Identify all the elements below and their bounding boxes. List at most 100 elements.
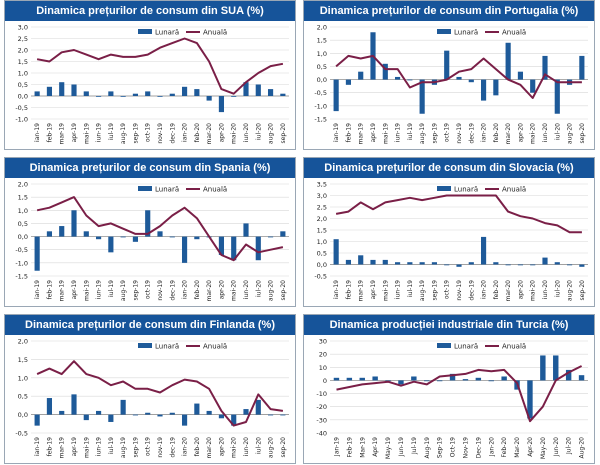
- x-tick-label: aug-19: [419, 280, 426, 301]
- legend-annual-label: Anuală: [502, 343, 526, 351]
- y-tick-label: 0: [323, 377, 327, 385]
- bar: [169, 412, 175, 415]
- x-tick-label: Jun-19: [398, 437, 405, 457]
- bar: [449, 373, 456, 381]
- bar: [132, 93, 139, 96]
- y-tick-label: -0,5: [314, 273, 327, 281]
- x-tick-label: oct-19: [145, 280, 152, 299]
- legend-monthly-swatch: [437, 186, 451, 191]
- bar: [194, 89, 200, 96]
- bar: [517, 71, 524, 80]
- bar: [145, 91, 151, 96]
- x-tick-label: feb-19: [46, 280, 53, 300]
- bar: [493, 79, 499, 96]
- bar: [456, 264, 462, 267]
- bar: [181, 86, 188, 96]
- bar: [206, 410, 212, 415]
- y-tick-label: 1,0: [317, 238, 327, 246]
- y-tick-label: 3,5: [317, 181, 327, 189]
- bar: [480, 79, 487, 101]
- x-tick-label: sep-20: [579, 280, 586, 301]
- x-tick-label: ian-20: [182, 437, 189, 456]
- bar: [394, 262, 401, 265]
- y-tick-label: 0,5: [317, 63, 327, 71]
- y-tick-label: 2,0: [18, 47, 28, 55]
- bar: [34, 414, 40, 426]
- bar: [255, 399, 261, 415]
- series-line: [36, 360, 284, 427]
- bar: [243, 82, 249, 96]
- x-tick-label: Feb-19: [346, 437, 353, 458]
- y-tick-label: 1,5: [18, 58, 28, 66]
- y-tick-label: 0,0: [317, 76, 327, 84]
- bar: [554, 79, 560, 114]
- bar: [145, 412, 151, 415]
- x-tick-label: Jul-19: [411, 437, 418, 455]
- bar: [419, 262, 425, 265]
- x-tick-label: iul-20: [255, 123, 262, 140]
- x-tick-label: mai-19: [83, 437, 90, 458]
- bar: [462, 379, 469, 381]
- chart-usa: -1,0 -0,5 0,0 0,5 1,0 1,5 2,0 2,5 3,0 ian-19 feb-1…: [15, 24, 289, 145]
- x-tick-label: iun-19: [96, 280, 103, 299]
- x-tick-label: sep-19: [431, 123, 438, 144]
- bar: [333, 239, 339, 265]
- x-tick-label: apr-20: [517, 123, 524, 143]
- legend-annual-label: Anuală: [203, 29, 227, 37]
- bar: [424, 380, 430, 382]
- x-tick-label: Aug-19: [424, 437, 431, 459]
- bar: [280, 414, 286, 416]
- y-tick-label: 1,5: [18, 194, 28, 202]
- y-tick-label: 0,5: [18, 393, 28, 401]
- bar: [505, 264, 511, 266]
- bar: [218, 236, 225, 255]
- y-tick-label: -40: [316, 430, 327, 438]
- bar: [280, 93, 286, 96]
- bar: [169, 236, 175, 238]
- x-tick-label: ian-20: [182, 280, 189, 299]
- bar: [218, 414, 225, 419]
- bar: [231, 236, 237, 261]
- x-tick-label: Dec-19: [475, 437, 482, 459]
- x-tick-label: May-20: [540, 437, 547, 459]
- series-line: [335, 194, 582, 234]
- x-tick-label: feb-20: [493, 280, 500, 300]
- bar: [530, 264, 536, 266]
- x-tick-label: mar-19: [358, 123, 365, 145]
- bar: [359, 377, 365, 381]
- bar: [46, 231, 53, 237]
- bar: [505, 42, 511, 80]
- y-tick-label: 2,5: [18, 35, 28, 43]
- y-tick-label: -30: [316, 416, 327, 424]
- x-tick-label: Mar-19: [359, 437, 366, 458]
- y-tick-label: 2,0: [317, 24, 327, 32]
- y-tick-label: 3,0: [18, 24, 28, 32]
- bar: [95, 410, 102, 415]
- x-tick-label: sep-19: [132, 280, 139, 301]
- x-tick-label: sep-20: [280, 123, 287, 144]
- x-tick-label: mar-19: [59, 123, 66, 145]
- bar: [59, 226, 65, 237]
- x-tick-label: May-19: [385, 437, 392, 459]
- x-tick-label: iul-19: [108, 123, 115, 140]
- x-tick-label: aug-19: [120, 437, 127, 458]
- x-tick-label: apr-20: [218, 123, 225, 143]
- x-tick-label: Jul-20: [566, 437, 573, 455]
- x-tick-label: nov-19: [157, 123, 164, 144]
- x-tick-label: oct-19: [145, 123, 152, 142]
- x-tick-label: sep-19: [132, 437, 139, 458]
- bar: [358, 255, 364, 265]
- x-tick-label: apr-19: [71, 123, 78, 143]
- y-tick-label: 0,5: [317, 250, 327, 258]
- x-tick-label: Jan-20: [488, 437, 495, 457]
- bar: [243, 223, 249, 237]
- bar: [46, 86, 53, 96]
- x-tick-label: sep-20: [280, 437, 287, 458]
- x-tick-label: mai-19: [83, 280, 90, 301]
- bar: [468, 262, 474, 265]
- y-tick-label: 1,5: [317, 37, 327, 45]
- bar: [456, 76, 462, 80]
- chart-title: Dinamica producției industriale din Turc…: [304, 315, 594, 335]
- bar: [181, 414, 188, 426]
- y-tick-label: 0,0: [18, 411, 28, 419]
